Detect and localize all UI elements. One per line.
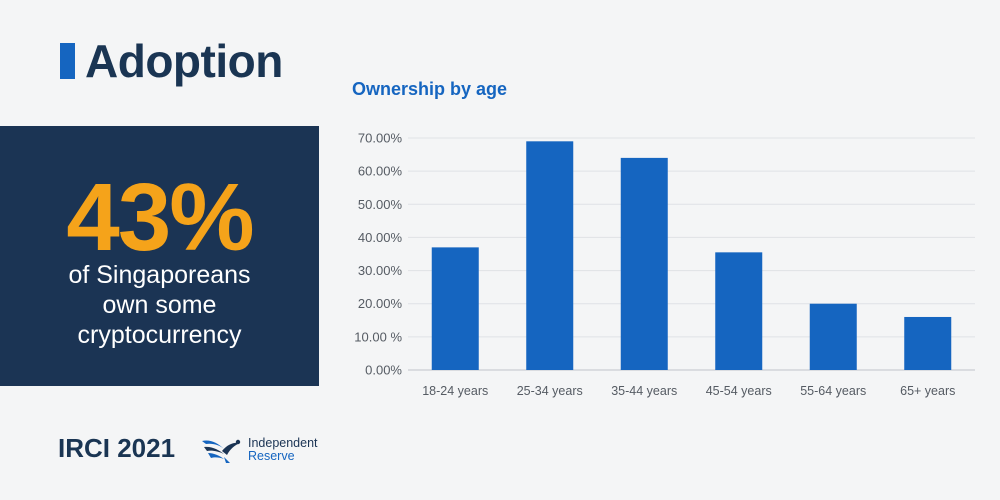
- stat-caption-line-1: of Singaporeans: [68, 261, 251, 289]
- bar-chart: 0.00% 10.00 % 20.00% 30.00% 40.00% 50.00% 60.0…: [354, 131, 975, 398]
- bar: [526, 141, 574, 370]
- y-tick-label: 40.00%: [358, 230, 403, 245]
- title-accent-bar: [60, 43, 75, 79]
- page-title: Adoption: [85, 35, 283, 87]
- stat-caption-line-3: cryptocurrency: [77, 321, 242, 349]
- x-tick-label: 35-44 years: [611, 384, 677, 398]
- bar: [809, 303, 857, 370]
- y-tick-label: 30.00%: [358, 263, 403, 278]
- y-tick-label: 10.00 %: [354, 329, 402, 344]
- x-tick-label: 18-24 years: [422, 384, 488, 398]
- y-tick-label: 50.00%: [358, 197, 403, 212]
- stat-panel: 43% of Singaporeans own some cryptocurre…: [0, 126, 319, 386]
- logo-wordmark: Independent Reserve: [248, 437, 318, 463]
- x-tick-label: 25-34 years: [517, 384, 583, 398]
- x-tick-label: 45-54 years: [706, 384, 772, 398]
- y-tick-label: 60.00%: [358, 164, 403, 179]
- bar: [431, 247, 479, 370]
- header: Adoption: [60, 35, 283, 87]
- stat-caption-line-2: own some: [102, 291, 217, 319]
- x-tick-label: 65+ years: [900, 384, 955, 398]
- y-tick-label: 70.00%: [358, 131, 403, 146]
- independent-reserve-logo: Independent Reserve: [200, 433, 318, 467]
- x-tick-label: 55-64 years: [800, 384, 866, 398]
- chart-title: Ownership by age: [352, 79, 508, 99]
- eagle-icon: [202, 439, 241, 463]
- logo-line-2: Reserve: [248, 449, 295, 463]
- y-tick-label: 0.00%: [365, 363, 402, 378]
- stat-value: 43%: [66, 164, 254, 271]
- logo-line-1: Independent: [248, 436, 318, 450]
- bar: [904, 316, 952, 370]
- footer-label: IRCI 2021: [58, 433, 176, 463]
- y-tick-label: 20.00%: [358, 296, 403, 311]
- bar: [620, 157, 668, 370]
- bar: [715, 252, 763, 370]
